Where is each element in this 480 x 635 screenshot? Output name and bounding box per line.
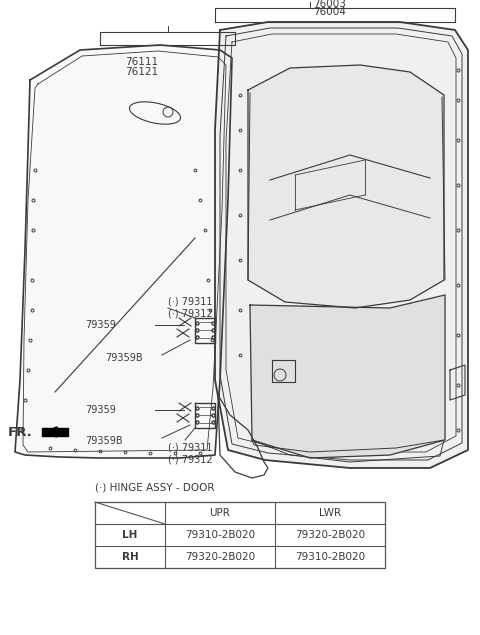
Text: 76004: 76004 xyxy=(313,7,346,17)
Polygon shape xyxy=(250,295,445,458)
Text: (·) 79311: (·) 79311 xyxy=(168,297,213,307)
Text: 79359B: 79359B xyxy=(85,436,122,446)
Text: 79320-2B020: 79320-2B020 xyxy=(295,530,365,540)
Text: 76111: 76111 xyxy=(125,57,158,67)
Text: 76003: 76003 xyxy=(313,0,346,9)
Bar xyxy=(95,502,385,568)
Text: 79310-2B020: 79310-2B020 xyxy=(185,530,255,540)
Text: (·) HINGE ASSY - DOOR: (·) HINGE ASSY - DOOR xyxy=(95,482,215,492)
Text: 79359: 79359 xyxy=(85,320,116,330)
FancyArrowPatch shape xyxy=(48,428,65,436)
Polygon shape xyxy=(248,65,444,308)
Text: FR.: FR. xyxy=(8,425,33,439)
Text: (·) 79312: (·) 79312 xyxy=(168,308,213,318)
Text: (·) 79312: (·) 79312 xyxy=(168,454,213,464)
Text: 79359B: 79359B xyxy=(105,353,143,363)
Text: UPR: UPR xyxy=(210,508,230,518)
Text: LWR: LWR xyxy=(319,508,341,518)
Polygon shape xyxy=(215,22,468,468)
Text: 79359: 79359 xyxy=(85,405,116,415)
Text: LH: LH xyxy=(122,530,138,540)
Text: (·) 79311: (·) 79311 xyxy=(168,443,213,453)
Text: RH: RH xyxy=(121,552,138,562)
Text: 79320-2B020: 79320-2B020 xyxy=(185,552,255,562)
Polygon shape xyxy=(15,45,232,458)
Text: 76121: 76121 xyxy=(125,67,158,77)
Text: 79310-2B020: 79310-2B020 xyxy=(295,552,365,562)
